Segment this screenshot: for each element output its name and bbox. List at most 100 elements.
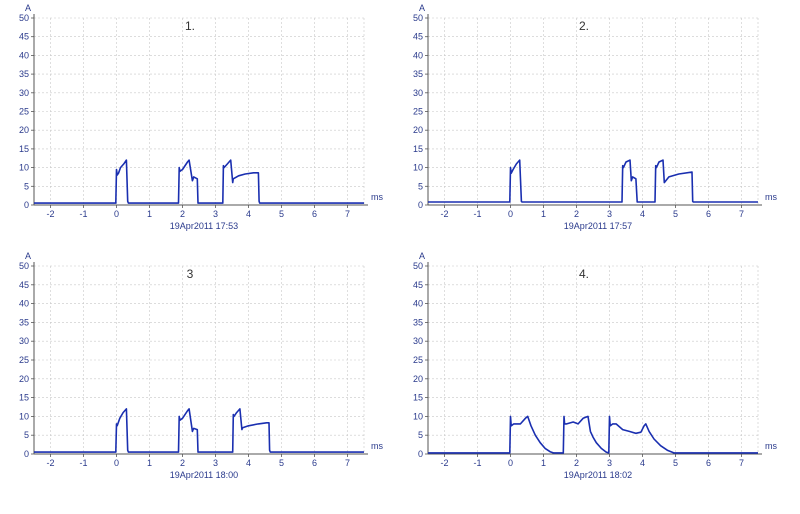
x-tick-label: -1 xyxy=(79,458,87,468)
x-axis-label: ms xyxy=(765,441,777,451)
x-tick-label: 1 xyxy=(541,458,546,468)
y-tick-label: 35 xyxy=(19,317,29,327)
y-tick-label: 5 xyxy=(418,181,423,191)
y-axis-label: A xyxy=(25,251,31,261)
x-tick-label: 4 xyxy=(640,209,645,219)
y-tick-label: 10 xyxy=(19,163,29,173)
x-tick-label: 3 xyxy=(607,458,612,468)
x-tick-label: 7 xyxy=(345,209,350,219)
x-tick-label: 4 xyxy=(246,458,251,468)
chart-title: 4. xyxy=(579,267,589,281)
y-tick-label: 45 xyxy=(19,280,29,290)
y-tick-label: 40 xyxy=(19,299,29,309)
y-tick-label: 35 xyxy=(413,317,423,327)
y-tick-label: 40 xyxy=(19,50,29,60)
x-tick-label: 3 xyxy=(213,458,218,468)
current-trace-3 xyxy=(34,408,364,453)
y-tick-label: 15 xyxy=(413,393,423,403)
x-tick-label: 6 xyxy=(312,458,317,468)
x-tick-label: 0 xyxy=(114,458,119,468)
y-tick-label: 5 xyxy=(24,430,29,440)
x-axis-label: ms xyxy=(371,192,383,202)
y-tick-label: 40 xyxy=(413,50,423,60)
x-axis-label: ms xyxy=(765,192,777,202)
x-tick-label: 1 xyxy=(147,458,152,468)
chart-caption: 19Apr2011 18:02 xyxy=(564,470,632,480)
y-tick-label: 30 xyxy=(413,88,423,98)
y-tick-label: 25 xyxy=(19,107,29,117)
x-tick-label: 5 xyxy=(673,209,678,219)
x-tick-label: 6 xyxy=(312,209,317,219)
y-tick-label: 20 xyxy=(19,125,29,135)
y-tick-label: 50 xyxy=(19,13,29,23)
x-tick-label: 5 xyxy=(279,209,284,219)
y-tick-label: 0 xyxy=(418,449,423,459)
y-tick-label: 10 xyxy=(413,411,423,421)
x-tick-label: 6 xyxy=(706,209,711,219)
y-axis-label: A xyxy=(25,3,31,13)
x-tick-label: 3 xyxy=(607,209,612,219)
x-tick-label: 4 xyxy=(640,458,645,468)
x-tick-label: 5 xyxy=(673,458,678,468)
y-tick-label: 50 xyxy=(19,261,29,271)
x-tick-label: 2 xyxy=(574,209,579,219)
y-tick-label: 35 xyxy=(19,69,29,79)
x-tick-label: 1 xyxy=(541,209,546,219)
current-trace-2 xyxy=(428,159,758,203)
y-tick-label: 0 xyxy=(24,449,29,459)
y-tick-label: 30 xyxy=(413,336,423,346)
chart-title: 3 xyxy=(187,267,194,281)
y-tick-label: 40 xyxy=(413,299,423,309)
chart-caption: 19Apr2011 17:57 xyxy=(564,221,632,231)
y-tick-label: 20 xyxy=(413,125,423,135)
y-axis-label: A xyxy=(419,251,425,261)
x-tick-label: -2 xyxy=(46,209,54,219)
x-tick-label: 0 xyxy=(508,458,513,468)
y-tick-label: 0 xyxy=(418,200,423,210)
x-tick-label: 2 xyxy=(180,209,185,219)
x-tick-label: -2 xyxy=(46,458,54,468)
current-trace-4 xyxy=(428,415,758,454)
y-tick-label: 15 xyxy=(19,393,29,403)
x-tick-label: -1 xyxy=(79,209,87,219)
x-tick-label: 7 xyxy=(739,458,744,468)
x-tick-label: 4 xyxy=(246,209,251,219)
y-tick-label: 25 xyxy=(19,355,29,365)
y-tick-label: 20 xyxy=(413,374,423,384)
y-tick-label: 10 xyxy=(413,163,423,173)
chart-title: 2. xyxy=(579,19,589,33)
y-tick-label: 45 xyxy=(413,280,423,290)
y-tick-label: 5 xyxy=(24,181,29,191)
y-tick-label: 25 xyxy=(413,107,423,117)
x-tick-label: 7 xyxy=(345,458,350,468)
y-axis-label: A xyxy=(419,3,425,13)
y-tick-label: 30 xyxy=(19,88,29,98)
x-tick-label: 7 xyxy=(739,209,744,219)
x-tick-label: 5 xyxy=(279,458,284,468)
y-tick-label: 0 xyxy=(24,200,29,210)
x-tick-label: -1 xyxy=(473,458,481,468)
y-tick-label: 5 xyxy=(418,430,423,440)
chart-caption: 19Apr2011 18:00 xyxy=(170,470,238,480)
x-tick-label: 1 xyxy=(147,209,152,219)
y-tick-label: 30 xyxy=(19,336,29,346)
x-tick-label: -1 xyxy=(473,209,481,219)
x-tick-label: 0 xyxy=(114,209,119,219)
x-axis-label: ms xyxy=(371,441,383,451)
x-tick-label: -2 xyxy=(440,458,448,468)
chart-caption: 19Apr2011 17:53 xyxy=(170,221,238,231)
y-tick-label: 45 xyxy=(413,32,423,42)
x-tick-label: 6 xyxy=(706,458,711,468)
current-trace-1 xyxy=(34,159,364,204)
y-tick-label: 50 xyxy=(413,13,423,23)
y-tick-label: 15 xyxy=(19,144,29,154)
x-tick-label: 2 xyxy=(574,458,579,468)
x-tick-label: 0 xyxy=(508,209,513,219)
y-tick-label: 25 xyxy=(413,355,423,365)
y-tick-label: 10 xyxy=(19,411,29,421)
